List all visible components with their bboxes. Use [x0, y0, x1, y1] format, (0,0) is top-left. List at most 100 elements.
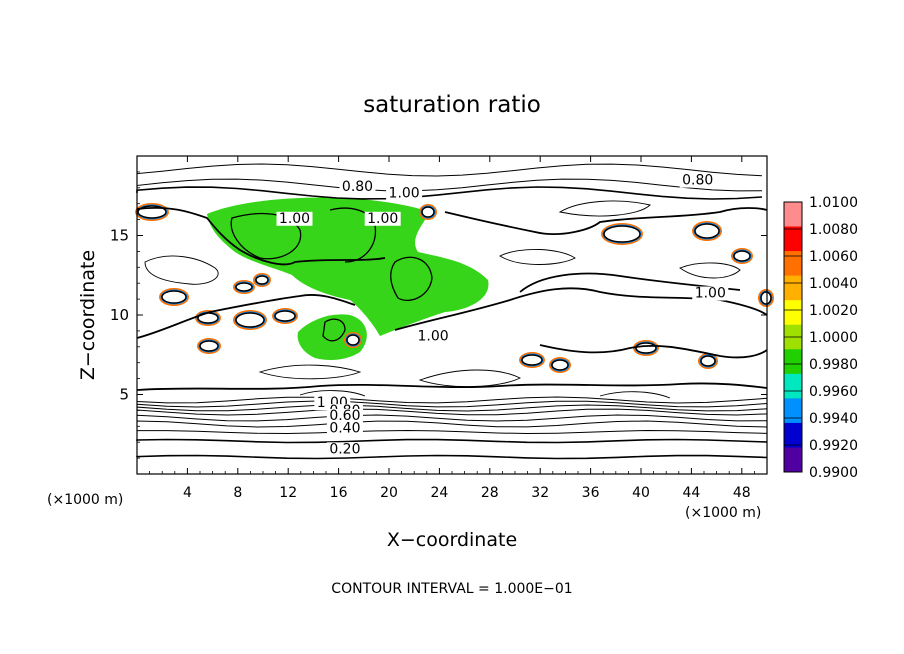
y-tick-label: 5 — [119, 386, 129, 404]
x-tick-label: 36 — [582, 485, 600, 501]
contour-line — [136, 400, 768, 408]
x-tick-label: 24 — [430, 485, 448, 501]
contour-label: 0.40 — [329, 421, 360, 437]
contour-line-thick — [394, 287, 768, 331]
contour-line — [136, 163, 763, 177]
cloud-region — [297, 314, 367, 360]
contour-line — [136, 186, 763, 200]
colorbar-swatch — [784, 398, 802, 424]
chart-title: saturation ratio — [363, 92, 541, 118]
x-tick-label: 4 — [183, 485, 192, 501]
y-axis-label: Z−coordinate — [77, 250, 99, 380]
contour-line-inner — [390, 256, 433, 302]
contour-label-bg — [276, 211, 313, 226]
colorbar-swatch — [784, 300, 802, 326]
contour-line — [136, 454, 768, 460]
x-tick-label: 44 — [682, 485, 700, 501]
contour-label-bg — [326, 408, 363, 423]
contour-label: 1.00 — [279, 211, 310, 227]
contour-label: 0.80 — [682, 173, 713, 189]
colorbar-swatch — [784, 251, 802, 277]
colorbar: 1.0100 1.0080 1.0060 1.0040 1.0020 1.0000 0.99… — [783, 195, 858, 481]
contour-label-bg — [364, 211, 401, 226]
contour-line-thick — [519, 272, 741, 293]
contour-label-bg — [692, 286, 729, 301]
contour-labels: 0.801.000.801.001.001.001.001.000.800.60… — [276, 173, 729, 457]
anomaly-blob — [255, 275, 269, 285]
contour-label-bg — [415, 329, 452, 344]
colorbar-label: 0.9960 — [809, 384, 858, 400]
contour-line-inner — [230, 212, 302, 260]
anomaly-blob — [603, 225, 641, 243]
colorbar-label: 1.0040 — [809, 276, 858, 292]
contour-label-bg — [326, 442, 363, 457]
contour-line — [136, 408, 768, 416]
colorbar-label: 0.9900 — [809, 465, 858, 481]
contour-line-thick — [539, 344, 768, 359]
y-axis: 5 10 15 — [110, 171, 767, 459]
x-tick-label: 40 — [632, 485, 650, 501]
anomaly-blob — [161, 290, 187, 304]
colorbar-label: 0.9920 — [809, 438, 858, 454]
contour-lines — [136, 163, 768, 460]
contour-line-thick — [136, 382, 768, 391]
anomaly-blob — [551, 359, 569, 371]
contour-label-bg — [339, 179, 376, 194]
contour-label: 0.60 — [329, 408, 360, 424]
contour-line-thin — [144, 255, 219, 285]
colorbar-label: 0.9940 — [809, 411, 858, 427]
colorbar-label: 1.0020 — [809, 303, 858, 319]
anomaly-blob — [235, 282, 253, 292]
contour-label: 0.80 — [342, 179, 373, 195]
x-tick-label: 48 — [733, 485, 751, 501]
contour-line-thin — [299, 390, 366, 397]
contour-line-thick — [136, 206, 386, 266]
anomaly-blob — [274, 310, 296, 322]
contour-label-bg — [326, 421, 363, 436]
x-unit-left: (×1000 m) — [47, 492, 123, 508]
anomaly-blob — [421, 206, 435, 218]
anomaly-blob — [760, 291, 772, 305]
y-tick-label: 15 — [110, 227, 129, 245]
colorbar-swatch — [784, 373, 802, 399]
anomaly-blob — [346, 334, 360, 346]
contour-label: 0.20 — [329, 441, 360, 457]
x-axis-label: X−coordinate — [387, 529, 517, 551]
x-tick-label: 8 — [233, 485, 242, 501]
contour-line — [136, 396, 768, 404]
contour-line-thin — [679, 262, 741, 279]
colorbar-swatch — [784, 226, 802, 252]
contour-line-thin — [418, 369, 522, 388]
colorbar-label: 1.0060 — [809, 249, 858, 265]
x-tick-label: 28 — [481, 485, 499, 501]
anomaly-blob — [235, 312, 265, 328]
colorbar-label: 1.0080 — [809, 222, 858, 238]
anomaly-blob — [199, 340, 219, 352]
colorbar-swatch — [784, 447, 802, 473]
contour-line-thick — [136, 294, 356, 339]
y-tick-label: 10 — [110, 306, 129, 324]
x-tick-label: 12 — [279, 485, 297, 501]
contour-line — [136, 438, 768, 444]
colorbar-label: 1.0100 — [809, 195, 858, 211]
contour-line — [136, 178, 763, 192]
anomaly-blob — [635, 342, 657, 354]
contour-label-bg — [679, 173, 716, 188]
contour-line-thin — [558, 200, 651, 217]
anomaly-blob — [694, 223, 720, 239]
colorbar-swatch — [784, 349, 802, 375]
anomaly-blob — [521, 354, 543, 366]
contour-line — [136, 429, 768, 435]
contour-label-bg — [386, 186, 423, 201]
contour-line-thin — [258, 364, 362, 380]
colorbar-swatch — [784, 275, 802, 301]
contour-line — [136, 404, 768, 412]
contour-label: 1.00 — [367, 211, 398, 227]
colorbar-swatch — [784, 422, 802, 448]
contour-label: 1.00 — [389, 185, 420, 201]
x-tick-label: 20 — [380, 485, 398, 501]
cloud-region — [207, 197, 489, 336]
contour-line-thin — [599, 391, 671, 399]
colorbar-swatch — [784, 202, 802, 227]
